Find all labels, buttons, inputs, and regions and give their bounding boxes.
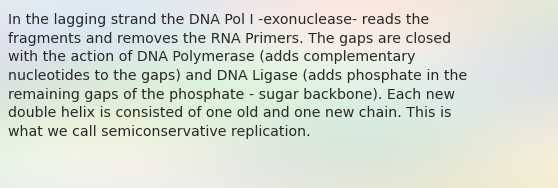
Text: In the lagging strand the DNA Pol I -exonuclease- reads the
fragments and remove: In the lagging strand the DNA Pol I -exo… bbox=[8, 13, 468, 139]
